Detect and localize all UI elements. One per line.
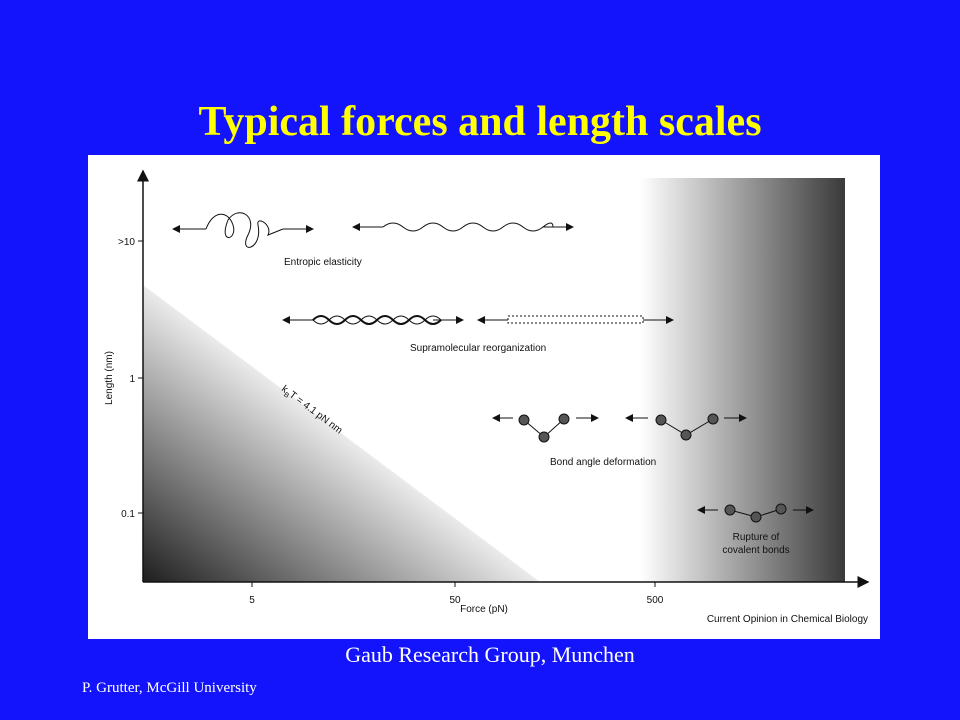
supramolecular-drawing: [282, 315, 674, 325]
atoms: [518, 413, 787, 523]
slide-title: Typical forces and length scales: [198, 99, 762, 145]
figure: >10 1 0.1 5 50 500 Force (pN) Length (nm…: [88, 155, 880, 639]
covalent-region: [640, 178, 845, 582]
x-tick-label: 500: [647, 595, 664, 606]
y-tick-label: 0.1: [121, 509, 135, 520]
ticks: [138, 240, 656, 587]
thermal-region: [143, 285, 540, 582]
caption: Gaub Research Group, Munchen: [345, 642, 635, 667]
y-axis-label: Length (nm): [104, 351, 115, 405]
x-tick-label: 5: [249, 595, 255, 606]
source-label: Current Opinion in Chemical Biology: [707, 614, 868, 625]
x-tick-label: 50: [449, 595, 461, 606]
footer: P. Grutter, McGill University: [82, 680, 257, 696]
kbt-sub: B: [282, 391, 290, 400]
x-axis-label: Force (pN): [460, 604, 508, 615]
regime-label: Entropic elasticity: [284, 257, 362, 268]
regime-label: Supramolecular reorganization: [410, 343, 546, 354]
entropic-drawing: [172, 212, 574, 248]
rupture-label: Rupture of: [733, 532, 780, 543]
y-tick-label: >10: [118, 237, 135, 248]
y-tick-label: 1: [129, 374, 135, 385]
regime-label: Bond angle deformation: [550, 457, 656, 468]
kbt-k: k: [279, 384, 290, 396]
rupture-label: covalent bonds: [722, 545, 789, 556]
